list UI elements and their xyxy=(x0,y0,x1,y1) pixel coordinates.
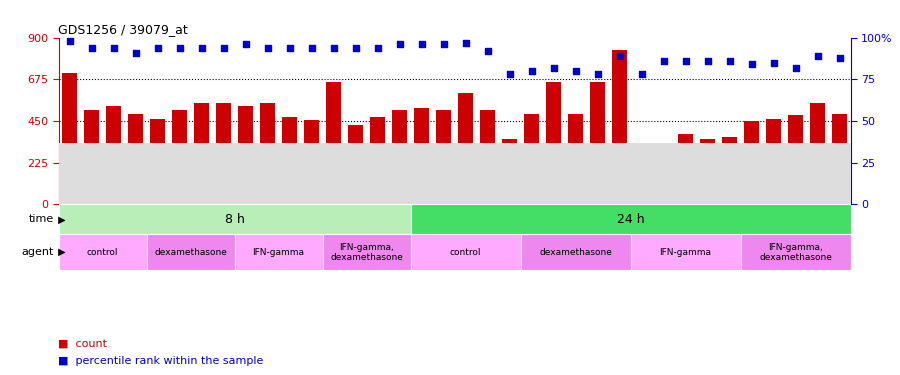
Bar xyxy=(238,106,253,204)
Bar xyxy=(612,51,626,204)
Text: ▶: ▶ xyxy=(55,247,66,257)
Bar xyxy=(569,114,582,204)
Bar xyxy=(173,110,186,204)
Point xyxy=(62,38,77,44)
Bar xyxy=(147,234,235,270)
Bar xyxy=(327,82,341,204)
Point xyxy=(612,53,626,59)
Bar xyxy=(723,137,736,204)
Point xyxy=(216,45,230,51)
Bar xyxy=(58,234,147,270)
Point xyxy=(85,45,99,51)
Text: control: control xyxy=(86,248,118,256)
Point xyxy=(370,45,384,51)
Point xyxy=(590,71,605,77)
Bar xyxy=(410,234,520,270)
Point xyxy=(679,58,693,64)
Bar xyxy=(129,114,142,204)
Bar xyxy=(194,104,209,204)
Bar xyxy=(502,138,517,204)
Bar xyxy=(634,150,649,204)
Point xyxy=(481,48,495,54)
Bar xyxy=(546,82,561,204)
Point xyxy=(414,41,428,47)
Bar xyxy=(525,114,538,204)
Point xyxy=(546,64,561,70)
Text: IFN-gamma: IFN-gamma xyxy=(253,248,304,256)
Point xyxy=(723,58,737,64)
Text: control: control xyxy=(450,248,482,256)
Bar xyxy=(744,121,759,204)
Bar xyxy=(788,116,803,204)
Text: agent: agent xyxy=(22,247,54,257)
Bar xyxy=(436,110,451,204)
Text: ■  count: ■ count xyxy=(58,339,107,349)
Point xyxy=(150,45,165,51)
Point xyxy=(106,45,121,51)
Point xyxy=(172,45,186,51)
Bar xyxy=(348,124,363,204)
Point xyxy=(327,45,341,51)
Bar xyxy=(410,204,850,234)
Bar xyxy=(216,104,230,204)
Text: 8 h: 8 h xyxy=(225,213,245,226)
Bar xyxy=(631,234,741,270)
Text: dexamethasone: dexamethasone xyxy=(154,248,227,256)
Bar xyxy=(150,119,165,204)
Point xyxy=(700,58,715,64)
Text: GDS1256 / 39079_at: GDS1256 / 39079_at xyxy=(58,23,188,36)
Bar xyxy=(520,234,631,270)
Bar xyxy=(322,234,410,270)
Point xyxy=(304,45,319,51)
Text: time: time xyxy=(29,214,54,224)
Point xyxy=(348,45,363,51)
Point xyxy=(832,54,847,60)
Bar xyxy=(458,93,473,204)
Point xyxy=(129,50,143,55)
Point xyxy=(766,60,780,66)
Point xyxy=(502,71,517,77)
Bar xyxy=(414,108,428,204)
Bar xyxy=(679,134,693,204)
Text: IFN-gamma: IFN-gamma xyxy=(660,248,712,256)
Point xyxy=(283,45,297,51)
Bar xyxy=(767,119,780,204)
Bar xyxy=(58,204,410,234)
Bar xyxy=(260,104,274,204)
Point xyxy=(458,39,473,45)
Bar xyxy=(62,73,77,204)
Text: ■  percentile rank within the sample: ■ percentile rank within the sample xyxy=(58,356,264,366)
Bar xyxy=(106,106,121,204)
Point xyxy=(568,68,582,74)
Text: 24 h: 24 h xyxy=(616,213,644,226)
Bar xyxy=(741,234,850,270)
Bar xyxy=(810,104,824,204)
Text: ▶: ▶ xyxy=(55,214,66,224)
Bar xyxy=(700,138,715,204)
Point xyxy=(392,41,407,47)
Text: IFN-gamma,
dexamethasone: IFN-gamma, dexamethasone xyxy=(759,243,832,261)
Bar xyxy=(590,82,605,204)
Point xyxy=(260,45,274,51)
Bar xyxy=(392,110,407,204)
Point xyxy=(810,53,824,59)
Text: dexamethasone: dexamethasone xyxy=(539,248,612,256)
Point xyxy=(525,68,539,74)
Point xyxy=(436,41,451,47)
Bar xyxy=(283,117,297,204)
Point xyxy=(656,58,670,64)
Bar xyxy=(371,117,384,204)
Bar xyxy=(481,110,495,204)
Bar xyxy=(235,234,322,270)
Point xyxy=(634,71,649,77)
Text: IFN-gamma,
dexamethasone: IFN-gamma, dexamethasone xyxy=(330,243,403,261)
Bar xyxy=(832,114,847,204)
Point xyxy=(238,41,253,47)
Bar xyxy=(85,110,99,204)
Point xyxy=(788,64,803,70)
Bar xyxy=(304,120,319,204)
Point xyxy=(744,61,759,67)
Bar xyxy=(656,149,670,204)
Point xyxy=(194,45,209,51)
